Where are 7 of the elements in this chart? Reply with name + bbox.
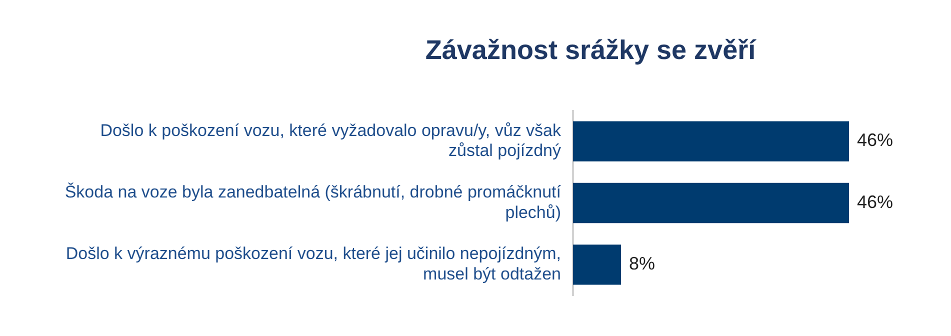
data-label: 46% — [857, 192, 894, 212]
data-label: 8% — [629, 254, 656, 274]
y-tick-label: Došlo k poškození vozu, které vyžadovalo opravu/y, vůz však zůstal pojízdný — [100, 120, 562, 160]
chart-title: Závažnost srážky se zvěří — [424, 34, 758, 67]
y-tick-label: Škoda na voze byla zanedbatelná (škrábnutí, drobné promáčknutí plechů) — [64, 182, 562, 222]
data-label: 46% — [857, 130, 894, 150]
y-tick-label: Došlo k výraznému poškození vozu, které jej učinilo nepojízdným, musel být odtažen — [66, 244, 561, 284]
